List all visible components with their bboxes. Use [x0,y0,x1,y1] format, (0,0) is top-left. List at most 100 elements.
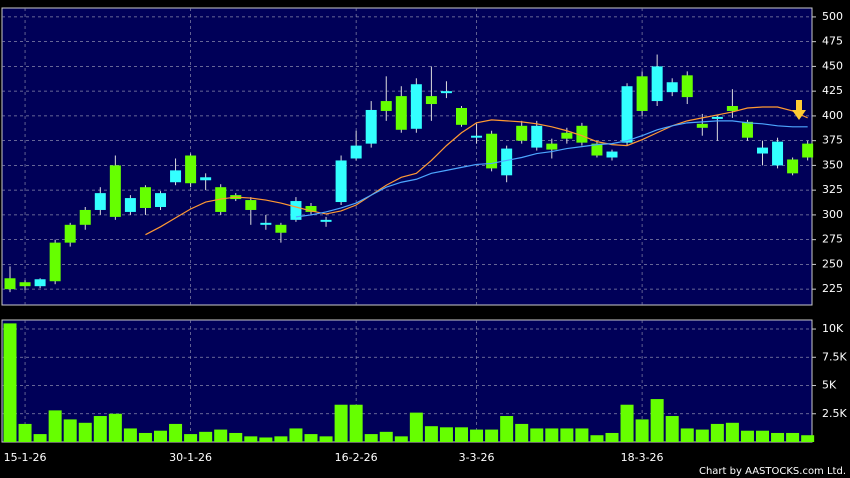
volume-bar [650,399,664,442]
candle-body [64,224,76,243]
volume-bar [78,422,92,442]
volume-bar [786,432,800,442]
ma-line [145,106,808,236]
candle-body [4,278,16,290]
candle-body [516,125,528,141]
candle-body [681,75,693,98]
volume-bar [214,429,228,442]
y-tick-label: 500 [822,10,843,23]
volume-bar [485,429,499,442]
volume-bar [18,423,32,442]
volume-bar [184,434,198,442]
volume-bar [259,437,273,442]
candle-body [245,200,257,210]
volume-bar [409,412,423,442]
candle-body [651,66,663,102]
y-tick-label: 7.5K [822,350,847,363]
volume-bar [33,434,47,442]
candle-body [576,125,588,143]
volume-bar [635,419,649,442]
candle-body [49,242,61,282]
volume-panel [1,319,813,443]
candle-body [591,143,603,156]
candle-body [757,147,768,154]
volume-bar [93,416,107,442]
x-tick-label: 15-1-26 [4,451,47,464]
volume-bar [740,430,754,442]
candle-body [636,76,648,111]
candle-body [380,101,392,111]
volume-bar [455,427,468,442]
arrow-icon [792,100,806,120]
candle-body [34,279,46,287]
volume-bar [199,431,213,442]
y-tick-label: 5K [822,379,837,392]
candle-body [802,143,814,158]
credit: Chart by AASTOCKS.com Ltd. [699,466,846,477]
candle-body [200,177,212,181]
volume-bar [575,428,589,442]
volume-bar [470,429,484,442]
candle-body [109,165,121,217]
volume-bar [530,428,544,442]
volume-bar [364,434,378,442]
y-tick-label: 375 [822,134,843,147]
candle-body [94,193,106,210]
volume-bar [63,419,77,442]
candle-body [546,143,558,150]
ma-line [295,120,808,218]
candle-body [606,151,618,158]
volume-bar [289,428,303,442]
volume-bar [123,428,137,442]
volume-bar [394,436,408,442]
volume-bar [756,430,769,442]
volume-bar [138,432,152,442]
volume-bar [515,423,529,442]
volume-bar [545,428,559,442]
volume-bar [439,427,453,442]
volume-bar [3,323,17,442]
candle-body [139,187,151,208]
y-tick-label: 400 [822,109,843,122]
volume-bar [771,432,785,442]
volume-bar [725,422,739,442]
candle-body [290,201,302,220]
y-tick-label: 275 [822,233,843,246]
candle-body [185,155,197,184]
volume-bar [560,428,574,442]
volume-bar [274,436,288,442]
volume-bar [605,432,619,442]
volume-bar [349,404,363,442]
y-tick-label: 300 [822,208,843,221]
volume-bar [424,426,438,442]
volume-bar [319,436,333,442]
candle-body [79,209,91,225]
volume-bar [48,410,62,442]
candle-body [19,282,31,287]
candle-body [787,159,799,174]
candle-body [456,107,467,125]
x-tick-label: 30-1-26 [169,451,212,464]
candle-body [335,160,347,203]
candle-body [320,219,332,222]
candle-body [621,86,633,143]
candle-body [124,198,136,212]
candle-body [350,145,362,159]
candle-body [772,141,784,166]
x-tick-label: 16-2-26 [335,451,378,464]
y-tick-label: 450 [822,59,843,72]
volume-bar [244,436,258,442]
volume-bar [334,404,348,442]
candle-body [741,121,753,138]
candle-body [365,109,377,144]
y-tick-label: 325 [822,183,843,196]
y-tick-label: 2.5K [822,407,847,420]
candle-body [726,106,738,111]
candle-body [260,222,272,225]
x-tick-label: 18-3-26 [621,451,664,464]
volume-bar [680,428,694,442]
candle-body [440,91,452,94]
volume-bar [665,416,679,442]
volume-bar [695,429,709,442]
candle-body [696,123,708,128]
